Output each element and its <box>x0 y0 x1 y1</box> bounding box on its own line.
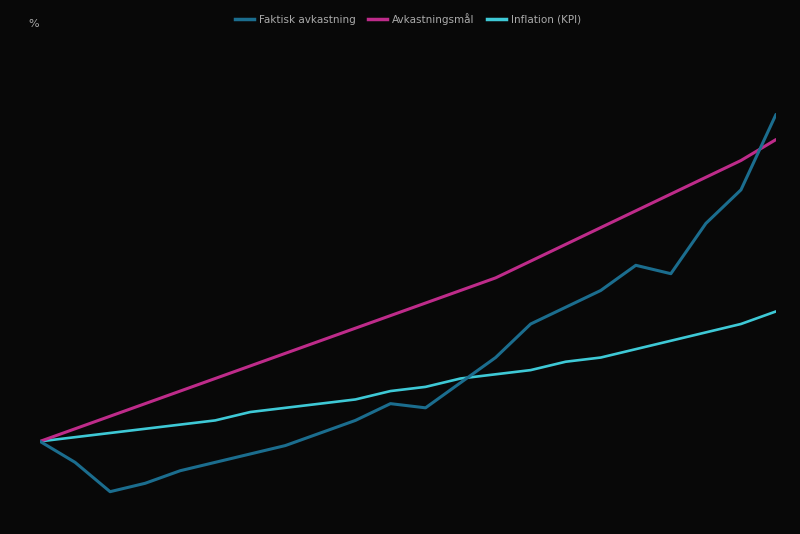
Text: %: % <box>28 19 38 29</box>
Legend: Faktisk avkastning, Avkastningsmål, Inflation (KPI): Faktisk avkastning, Avkastningsmål, Infl… <box>233 11 583 27</box>
